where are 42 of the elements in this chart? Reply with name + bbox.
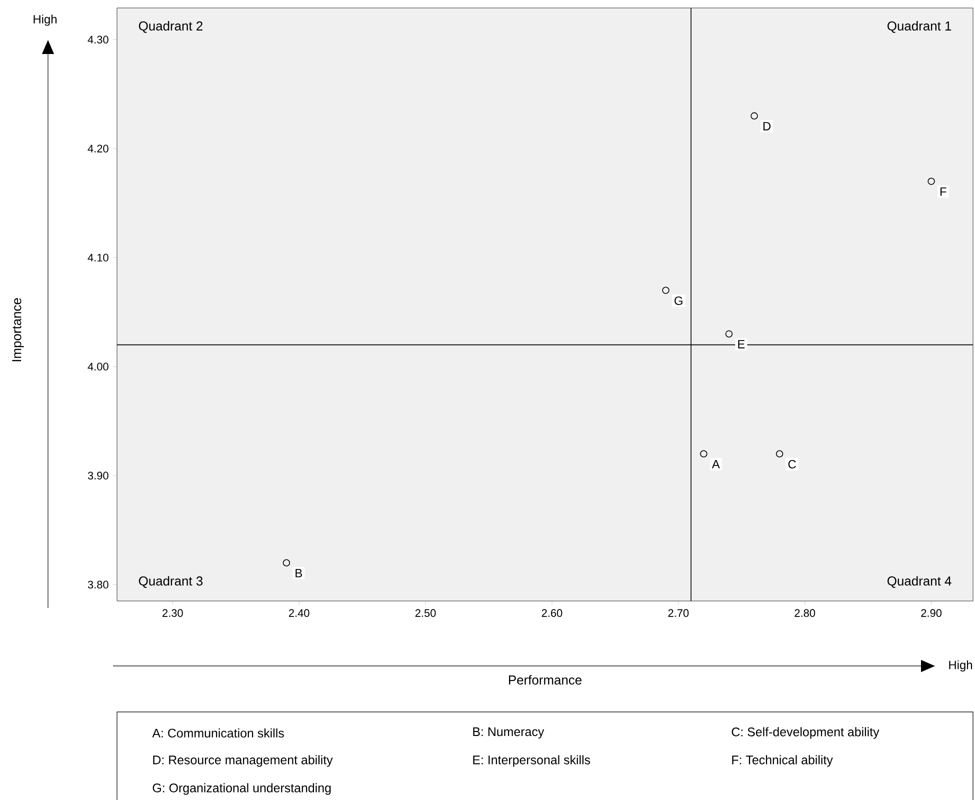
annotation: C <box>788 460 796 468</box>
x-tick-label: 2.50 <box>415 609 436 617</box>
text: High <box>949 660 972 672</box>
y-tick-label: 3.90 <box>88 472 108 480</box>
x-tick-label: 2.80 <box>794 609 816 617</box>
text: D: Resource management ability <box>153 755 333 767</box>
text: B: Numeracy <box>473 727 544 739</box>
annotation: E <box>738 340 745 348</box>
x-tick-label: 2.30 <box>162 609 183 617</box>
x-tick-label: 2.70 <box>668 609 689 617</box>
text: High <box>34 14 57 26</box>
y-tick-label: 3.80 <box>88 580 108 589</box>
point <box>282 559 290 566</box>
annotation: Quadrant 2 <box>138 21 202 33</box>
annotation: Quadrant 4 <box>888 576 952 588</box>
x-tick-label: 2.40 <box>288 609 310 617</box>
point <box>750 112 758 120</box>
annotation: Quadrant 1 <box>888 21 952 33</box>
annotation: B <box>296 569 302 578</box>
y-tick-label: 4.10 <box>88 254 108 262</box>
y-tick-label: 4.30 <box>88 36 108 44</box>
text: C: Self-development ability <box>732 727 880 739</box>
point <box>700 450 708 458</box>
text: E: Interpersonal skills <box>473 755 590 767</box>
annotation: D <box>763 122 771 130</box>
point <box>928 178 935 185</box>
x-axis-title: Performance <box>509 675 582 685</box>
x-tick-label: 2.90 <box>921 609 942 617</box>
text: G: Organizational understanding <box>152 783 331 795</box>
y-tick-label: 4.00 <box>88 362 108 370</box>
y-axis-title: Importance <box>12 298 24 362</box>
annotation: Quadrant 3 <box>138 576 203 588</box>
text: F: Technical ability <box>732 755 833 767</box>
x-tick-label: 2.60 <box>542 609 562 617</box>
text: A: Communication skills <box>152 728 284 738</box>
point <box>725 330 733 338</box>
point <box>662 286 670 294</box>
y-tick-label: 4.20 <box>88 144 108 152</box>
point <box>776 450 784 458</box>
annotation: A <box>712 460 720 468</box>
annotation: G <box>674 296 682 305</box>
annotation: F <box>940 188 946 196</box>
